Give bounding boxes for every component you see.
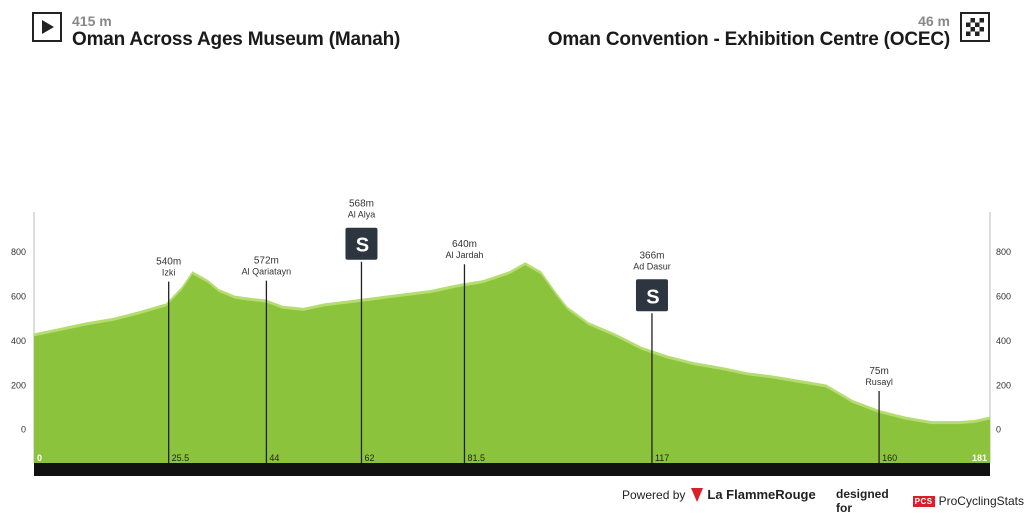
start-location: Oman Across Ages Museum (Manah) <box>72 29 401 50</box>
marker-name-2: Al Alya <box>348 210 376 220</box>
pcs-logo-icon: PCS <box>912 495 935 507</box>
marker-altitude-3: 640m <box>452 239 477 250</box>
marker-altitude-4: 366m <box>639 250 664 261</box>
sprint-icon-4: S <box>646 286 659 308</box>
y-tick-right-800: 800 <box>996 247 1011 257</box>
flamme-rouge-icon <box>691 487 704 502</box>
y-tick-right-0: 0 <box>996 425 1001 435</box>
y-tick-left-400: 400 <box>11 336 26 346</box>
marker-name-5: Rusayl <box>865 377 893 387</box>
finish-flag-icon <box>960 12 990 42</box>
y-tick-left-0: 0 <box>21 425 26 435</box>
start-header: 415 m Oman Across Ages Museum (Manah) <box>32 12 400 51</box>
powered-by-footer: Powered by La FlammeRouge <box>622 487 816 502</box>
x-tick-1: 44 <box>269 453 279 463</box>
x-tick-end: 181 <box>972 453 987 463</box>
start-play-icon <box>32 12 62 42</box>
marker-name-3: Al Jardah <box>445 250 483 260</box>
designed-for-footer: designed for PCS ProCyclingStats <box>836 487 1024 515</box>
y-tick-left-200: 200 <box>11 380 26 390</box>
x-tick-4: 117 <box>655 453 669 463</box>
sprint-badge-4 <box>635 279 668 312</box>
x-tick-2: 62 <box>364 453 374 463</box>
sprint-icon-2: S <box>356 235 369 257</box>
finish-altitude: 46 m <box>918 13 950 29</box>
finish-header: 46 m Oman Convention - Exhibition Centre… <box>548 12 990 51</box>
marker-altitude-1: 572m <box>254 256 279 267</box>
powered-by-label: Powered by <box>622 487 686 502</box>
y-tick-right-200: 200 <box>996 380 1011 390</box>
marker-name-0: Izki <box>162 268 176 278</box>
marker-name-1: Al Qariatayn <box>242 267 292 277</box>
y-tick-right-600: 600 <box>996 291 1011 301</box>
marker-altitude-2: 568m <box>349 199 374 210</box>
laflammerouge-logo[interactable]: La FlammeRouge <box>691 487 816 502</box>
y-tick-right-400: 400 <box>996 336 1011 346</box>
x-tick-3: 81.5 <box>467 453 485 463</box>
profile-area <box>34 265 990 463</box>
marker-altitude-0: 540m <box>156 257 181 268</box>
marker-name-4: Ad Dasur <box>633 261 671 271</box>
x-tick-5: 160 <box>882 453 897 463</box>
start-altitude: 415 m <box>72 13 112 29</box>
distance-bar <box>34 463 990 476</box>
x-tick-start: 0 <box>37 453 42 463</box>
sprint-badge-2 <box>345 227 378 260</box>
finish-location: Oman Convention - Exhibition Centre (OCE… <box>547 29 950 50</box>
designed-for-label: designed for <box>836 487 889 515</box>
y-tick-left-800: 800 <box>11 247 26 257</box>
marker-altitude-5: 75m <box>869 366 888 377</box>
procyclingstats-link[interactable]: ProCyclingStats <box>938 494 1024 508</box>
x-tick-0: 25.5 <box>172 453 190 463</box>
brand-name: La FlammeRouge <box>707 487 816 502</box>
y-tick-left-600: 600 <box>11 291 26 301</box>
